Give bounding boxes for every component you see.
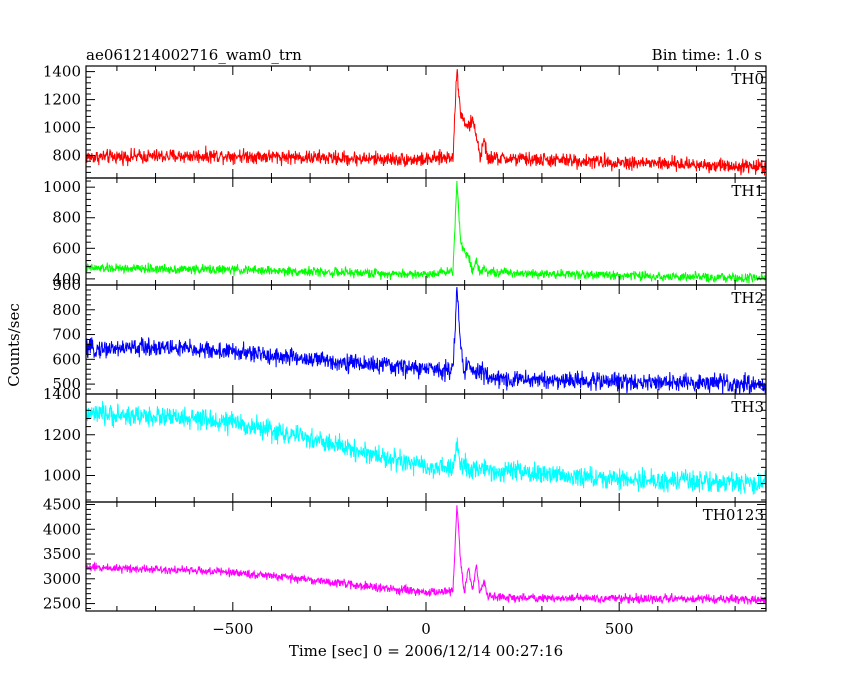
y-tick-label: 700 (52, 326, 81, 344)
y-tick-label: 800 (52, 301, 81, 319)
y-tick-label: 1400 (43, 385, 81, 403)
panel-name-label: TH0123 (703, 506, 764, 524)
y-tick-label: 600 (52, 239, 81, 257)
panel-th0: 800 1000 1200 1400 TH0 (43, 63, 767, 179)
y-tick-label: 1200 (43, 91, 81, 109)
x-tick-label: 500 (605, 620, 634, 638)
y-tick-label: 1400 (43, 63, 81, 81)
chart-title: ae061214002716_wam0_trn (86, 46, 302, 64)
y-tick-label: 800 (52, 147, 81, 165)
x-tick-labels: −500 0 500 (212, 620, 633, 638)
panel-th0123: 2500 3000 3500 4000 4500 TH0123 (43, 495, 767, 613)
light-curve-th2 (86, 286, 766, 394)
light-curve-th3 (86, 400, 766, 495)
y-tick-label: 500 (52, 375, 81, 393)
x-tick-label: −500 (212, 620, 253, 638)
y-axis-label: Counts/sec (5, 303, 23, 387)
panel-name-label: TH3 (731, 398, 764, 416)
x-tick-label: 0 (421, 620, 431, 638)
panel-name-label: TH2 (731, 289, 764, 307)
y-tick-label: 600 (52, 350, 81, 368)
panels-group: 800 1000 1200 1400 TH0 400 600 800 1000 TH1 500 600… (43, 63, 767, 613)
y-tick-label: 2500 (43, 595, 81, 613)
y-tick-label: 3500 (43, 545, 81, 563)
light-curve-th1 (86, 180, 766, 284)
panel-th1: 400 600 800 1000 TH1 (43, 177, 767, 288)
y-tick-label: 800 (52, 209, 81, 227)
y-tick-label: 400 (52, 270, 81, 288)
y-tick-label: 1000 (43, 119, 81, 137)
panel-th2: 500 600 700 800 900 TH2 (52, 276, 767, 395)
y-tick-label: 4000 (43, 520, 81, 538)
bin-time-label: Bin time: 1.0 s (652, 46, 762, 64)
y-tick-label: 900 (52, 276, 81, 294)
panel-name-label: TH0 (731, 70, 764, 88)
y-tick-label: 1000 (43, 178, 81, 196)
light-curve-th0123 (86, 505, 766, 605)
y-tick-label: 4500 (43, 495, 81, 513)
y-tick-label: 3000 (43, 570, 81, 588)
panel-th3: 1000 1200 1400 TH3 (43, 385, 767, 503)
light-curve-th0 (86, 69, 766, 176)
y-tick-label: 1000 (43, 467, 81, 485)
panel-name-label: TH1 (731, 182, 764, 200)
y-tick-label: 1200 (43, 426, 81, 444)
x-axis-label: Time [sec] 0 = 2006/12/14 00:27:16 (289, 642, 563, 660)
